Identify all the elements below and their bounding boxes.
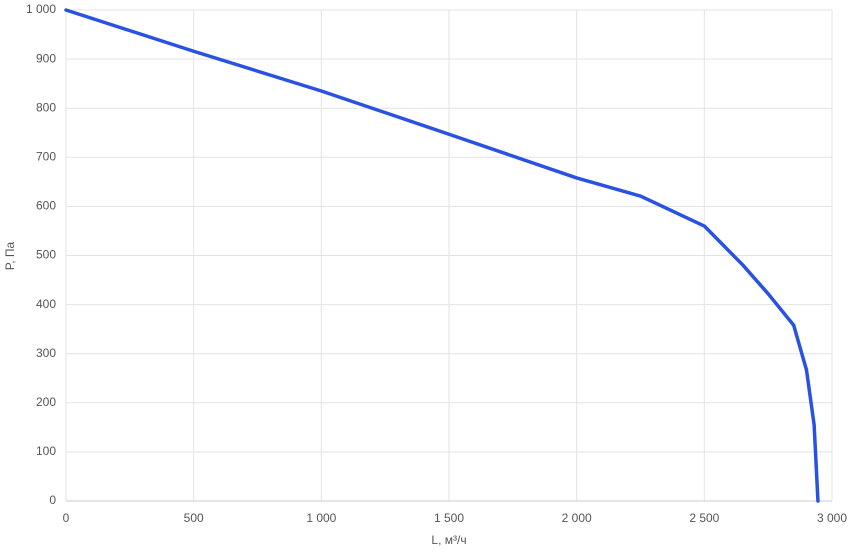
x-tick-label: 2 500 [689,511,719,525]
x-tick-label: 3 000 [817,511,847,525]
x-tick-label: 0 [63,511,70,525]
y-tick-label: 400 [36,297,56,311]
y-tick-label: 200 [36,395,56,409]
x-tick-label: 2 000 [562,511,592,525]
x-tick-label: 1 000 [306,511,336,525]
y-axis-title: P, Па [3,241,17,270]
x-tick-label: 500 [184,511,204,525]
y-tick-label: 900 [36,51,56,65]
line-series [64,8,820,503]
y-tick-label: 700 [36,149,56,163]
y-tick-label: 100 [36,444,56,458]
x-tick-label: 1 500 [434,511,464,525]
y-tick-label: 300 [36,346,56,360]
y-tick-label: 600 [36,199,56,213]
y-tick-label: 1 000 [26,2,56,16]
y-tick-label: 0 [49,493,56,507]
y-tick-label: 500 [36,248,56,262]
x-axis-title: L, м³/ч [431,533,466,547]
y-tick-label: 800 [36,100,56,114]
